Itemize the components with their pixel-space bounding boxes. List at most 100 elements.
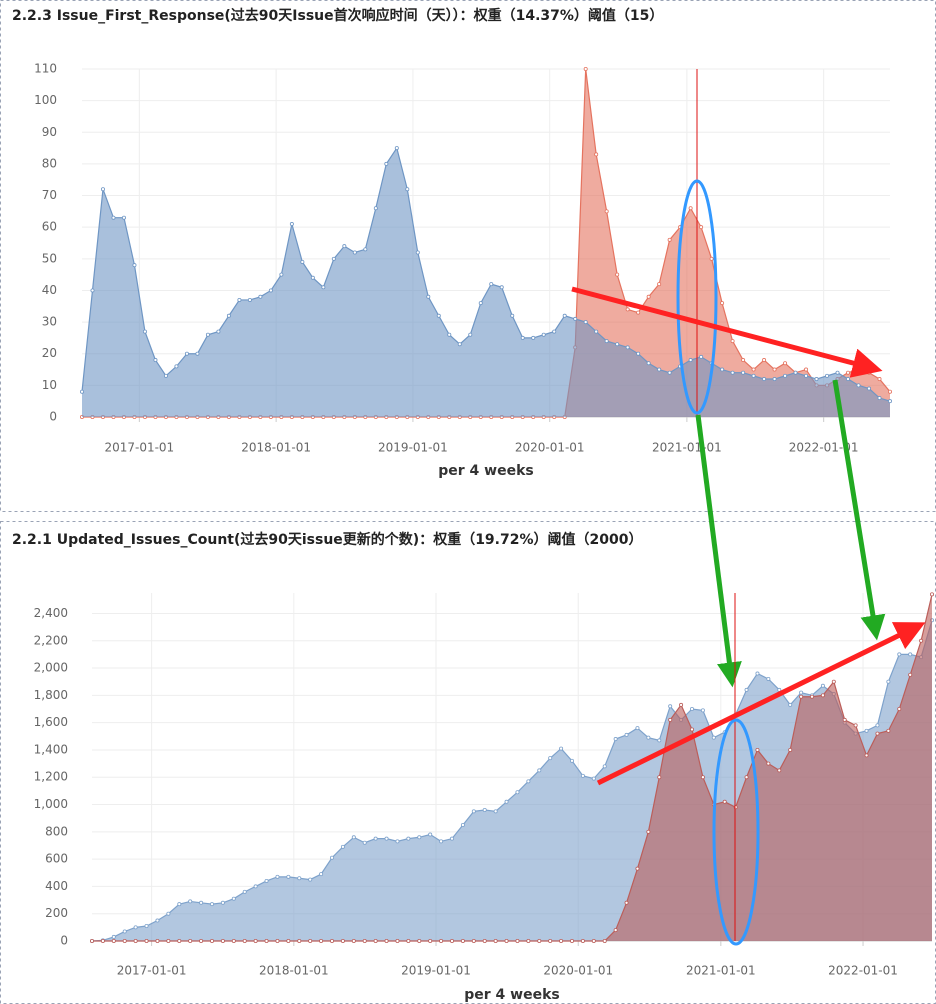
data-point [624, 732, 629, 737]
data-point [755, 747, 760, 752]
data-point [646, 361, 651, 366]
data-point [531, 335, 536, 340]
x-tick-label: 2018-01-01 [259, 964, 329, 978]
data-point [395, 839, 400, 844]
data-point [699, 354, 704, 359]
data-point [111, 939, 116, 944]
data-point [363, 247, 368, 252]
data-point [886, 728, 891, 733]
data-point [679, 702, 684, 707]
data-point [264, 878, 269, 883]
x-tick-label: 2017-01-01 [104, 441, 174, 455]
trend-arrow [596, 622, 926, 786]
data-point [625, 307, 630, 312]
y-tick-label: 10 [42, 378, 57, 392]
data-point [142, 329, 147, 334]
data-point [559, 939, 564, 944]
data-point [406, 836, 411, 841]
data-point [428, 832, 433, 837]
y-tick-label: 1,800 [34, 688, 68, 702]
data-point [515, 939, 520, 944]
data-point [690, 707, 695, 712]
x-tick-label: 2022-01-01 [828, 964, 898, 978]
data-point [428, 939, 433, 944]
data-point [636, 351, 641, 356]
data-point [177, 902, 182, 907]
data-point [329, 939, 334, 944]
data-point [762, 377, 767, 382]
data-point [720, 301, 725, 306]
data-point [635, 866, 640, 871]
data-point [493, 809, 498, 814]
y-tick-label: 2,400 [34, 606, 68, 620]
data-point [615, 272, 620, 277]
data-point [384, 836, 389, 841]
data-point [268, 288, 273, 293]
data-point [457, 342, 462, 347]
data-point [667, 370, 672, 375]
data-point [580, 939, 585, 944]
data-point [541, 332, 546, 337]
data-point [351, 939, 356, 944]
data-point [300, 259, 305, 264]
data-point [875, 731, 880, 736]
y-tick-label: 60 [42, 220, 57, 234]
data-point [436, 313, 441, 318]
data-point [395, 939, 400, 944]
series-area [92, 594, 932, 941]
data-point [668, 704, 673, 709]
data-point [220, 939, 225, 944]
data-point [636, 310, 641, 315]
data-point [930, 592, 935, 597]
data-point [559, 746, 564, 751]
data-point [155, 939, 160, 944]
data-point [155, 918, 160, 923]
data-point [177, 939, 182, 944]
data-point [406, 939, 411, 944]
data-point [657, 367, 662, 372]
data-point [144, 923, 149, 928]
data-point [111, 215, 116, 220]
y-tick-label: 1,600 [34, 715, 68, 729]
data-point [751, 373, 756, 378]
data-point [331, 256, 336, 261]
data-point [310, 275, 315, 280]
data-point [755, 671, 760, 676]
data-point [253, 884, 258, 889]
data-point [352, 250, 357, 255]
data-point [286, 939, 291, 944]
data-point [537, 768, 542, 773]
y-tick-label: 800 [45, 824, 68, 838]
data-point [80, 389, 85, 394]
data-point [449, 939, 454, 944]
data-point [613, 737, 618, 742]
chart-title: 2.2.1 Updated_Issues_Count(过去90天issue更新的… [12, 531, 642, 548]
y-tick-label: 1,000 [34, 797, 68, 811]
data-point [699, 225, 704, 230]
data-point [820, 683, 825, 688]
data-point [362, 840, 367, 845]
chart-title: 2.2.3 Issue_First_Response(过去90天Issue首次响… [12, 7, 663, 24]
x-axis-title: per 4 weeks [464, 987, 559, 1003]
data-point [237, 297, 242, 302]
data-point [657, 775, 662, 780]
data-point [580, 773, 585, 778]
data-point [709, 256, 714, 261]
panel-border [0, 0, 936, 512]
y-tick-label: 0 [60, 934, 68, 948]
data-point [730, 339, 735, 344]
data-point [275, 939, 280, 944]
data-point [583, 320, 588, 325]
x-tick-label: 2022-01-01 [789, 441, 859, 455]
data-point [646, 829, 651, 834]
data-point [415, 250, 420, 255]
data-point [449, 836, 454, 841]
data-point [471, 809, 476, 814]
data-point [321, 285, 326, 290]
data-point [90, 288, 95, 293]
data-point [504, 939, 509, 944]
data-point [188, 939, 193, 944]
data-point [373, 939, 378, 944]
annotations [571, 69, 926, 946]
data-point [570, 758, 575, 763]
